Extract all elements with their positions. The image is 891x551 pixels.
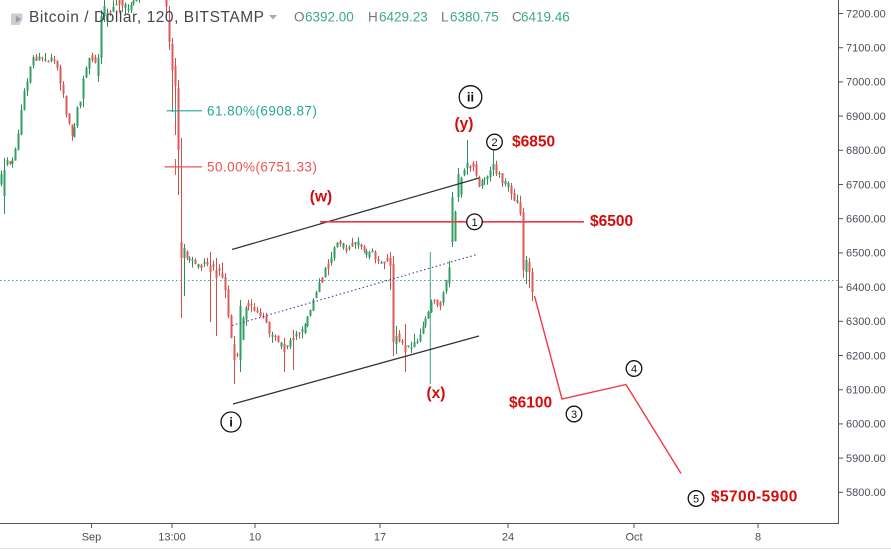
svg-text:7000.00: 7000.00: [846, 77, 886, 89]
svg-text:5: 5: [693, 494, 699, 506]
svg-text:Bitcoin / Dollar, 120, BITSTAM: Bitcoin / Dollar, 120, BITSTAMP: [29, 9, 265, 26]
svg-text:(y): (y): [455, 116, 474, 133]
svg-text:$6100: $6100: [509, 395, 552, 412]
svg-text:ii: ii: [467, 90, 474, 105]
svg-text:$6850: $6850: [512, 134, 555, 151]
svg-text:O: O: [294, 10, 305, 25]
svg-text:61.80%(6908.87): 61.80%(6908.87): [207, 103, 317, 118]
svg-text:1: 1: [471, 217, 477, 229]
svg-text:6429.23: 6429.23: [379, 10, 428, 25]
svg-text:6392.00: 6392.00: [305, 10, 354, 25]
svg-text:6300.00: 6300.00: [846, 316, 886, 328]
svg-text:(x): (x): [427, 385, 446, 402]
svg-text:$6500: $6500: [590, 213, 633, 230]
svg-text:$5700-5900: $5700-5900: [711, 489, 798, 506]
svg-text:7200.00: 7200.00: [846, 8, 886, 20]
svg-text:(w): (w): [310, 189, 332, 206]
svg-text:17: 17: [374, 532, 386, 544]
svg-text:C: C: [512, 10, 522, 25]
svg-text:6400.00: 6400.00: [846, 282, 886, 294]
svg-text:6900.00: 6900.00: [846, 111, 886, 123]
svg-text:6600.00: 6600.00: [846, 214, 886, 226]
svg-text:i: i: [229, 415, 233, 430]
svg-text:Sep: Sep: [82, 532, 102, 544]
svg-text:6100.00: 6100.00: [846, 385, 886, 397]
svg-text:Oct: Oct: [625, 532, 642, 544]
svg-text:6500.00: 6500.00: [846, 248, 886, 260]
svg-text:2: 2: [491, 137, 497, 149]
svg-text:L: L: [441, 10, 449, 25]
svg-text:6800.00: 6800.00: [846, 145, 886, 157]
svg-text:4: 4: [631, 364, 637, 376]
svg-text:10: 10: [249, 532, 261, 544]
svg-text:7100.00: 7100.00: [846, 43, 886, 55]
svg-text:H: H: [368, 10, 378, 25]
svg-text:6200.00: 6200.00: [846, 350, 886, 362]
svg-text:5900.00: 5900.00: [846, 453, 886, 465]
svg-text:5800.00: 5800.00: [846, 487, 886, 499]
svg-text:13:00: 13:00: [158, 532, 186, 544]
svg-text:24: 24: [502, 532, 514, 544]
svg-text:3: 3: [571, 409, 577, 421]
svg-text:6419.46: 6419.46: [521, 10, 570, 25]
svg-text:6000.00: 6000.00: [846, 419, 886, 431]
svg-text:50.00%(6751.33): 50.00%(6751.33): [207, 159, 317, 174]
svg-text:8: 8: [755, 532, 761, 544]
svg-text:6700.00: 6700.00: [846, 179, 886, 191]
svg-text:6380.75: 6380.75: [450, 10, 499, 25]
